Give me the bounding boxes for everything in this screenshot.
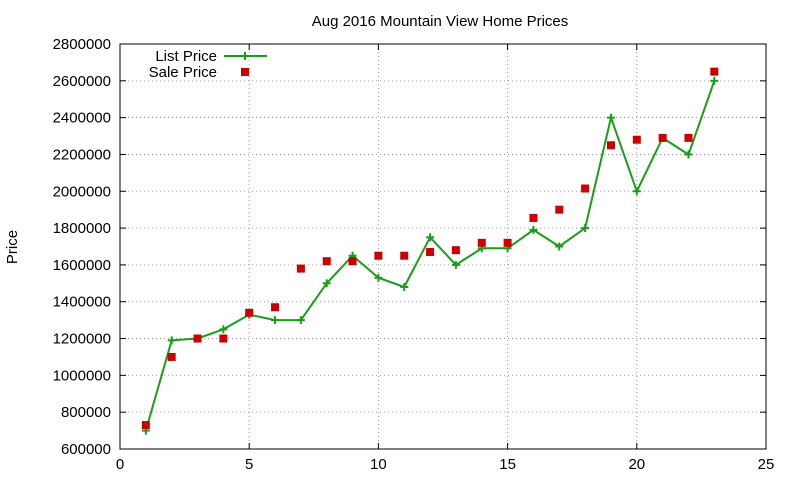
sale-price-point [684, 133, 693, 142]
sale-price-point [606, 141, 615, 150]
y-axis-label: Price [4, 230, 21, 264]
sale-price-point [426, 248, 435, 257]
data-series [141, 67, 719, 435]
list-price-point [451, 260, 460, 269]
legend-label-list-price: List Price [155, 48, 217, 65]
list-price-point [322, 279, 331, 288]
sale-price-point [555, 205, 564, 214]
y-tick-label: 600000 [61, 441, 111, 458]
sale-price-point [348, 257, 357, 266]
y-tick-label: 2600000 [53, 73, 111, 90]
y-tick-label: 1200000 [53, 331, 111, 348]
y-tick-label: 2800000 [53, 36, 111, 53]
legend-marker-list-price [241, 52, 249, 60]
list-price-point [684, 150, 693, 159]
y-tick-label: 2000000 [53, 183, 111, 200]
list-price-point [606, 113, 615, 122]
sale-price-point [581, 184, 590, 193]
list-price-point [400, 283, 409, 291]
list-price-point [710, 76, 719, 85]
sale-price-point [374, 251, 383, 260]
sale-price-point [400, 251, 409, 260]
sale-price-point [245, 308, 254, 317]
x-tick-label: 15 [499, 456, 516, 473]
list-price-point [167, 336, 176, 345]
y-tick-label: 1600000 [53, 257, 111, 274]
sale-price-point [193, 334, 202, 343]
sale-price-point [451, 246, 460, 255]
x-tick-label: 5 [245, 456, 253, 473]
plot-border [119, 43, 767, 450]
x-tick-label: 0 [116, 456, 124, 473]
sale-price-point [141, 421, 150, 430]
y-tick-label: 2400000 [53, 110, 111, 127]
list-price-point [374, 273, 383, 282]
y-tick-label: 1000000 [53, 367, 111, 384]
y-tick-label: 800000 [61, 404, 111, 421]
legend-label-sale-price: Sale Price [149, 64, 217, 81]
list-price-point [271, 316, 280, 325]
x-tick-label: 25 [758, 456, 775, 473]
sale-price-point [529, 213, 538, 222]
y-tick-label: 1800000 [53, 220, 111, 237]
list-price-point [219, 325, 228, 334]
y-tick-label: 2200000 [53, 146, 111, 163]
sale-price-point [296, 264, 305, 273]
sale-price-point [271, 303, 280, 312]
sale-price-point [503, 238, 512, 247]
x-tick-label: 10 [370, 456, 387, 473]
sale-price-point [219, 334, 228, 343]
list-price-point [296, 316, 305, 325]
sale-price-point [632, 135, 641, 144]
list-price-point [555, 242, 564, 251]
sale-price-point [658, 133, 667, 142]
legend-marker-sale-price [241, 68, 249, 76]
y-tick-label: 1400000 [53, 294, 111, 311]
list-price-point [529, 225, 538, 234]
chart-title: Aug 2016 Mountain View Home Prices [312, 13, 569, 30]
grid-lines [120, 44, 766, 449]
sale-price-point [710, 67, 719, 76]
list-price-point [632, 187, 641, 196]
sale-price-point [322, 257, 331, 266]
sale-price-point [167, 352, 176, 361]
axes: 0 5 10 15 20 25 600000 800000 1000000 1200000 1400… [53, 36, 775, 473]
list-price-point [426, 233, 435, 242]
list-price-point [581, 224, 590, 233]
sale-price-point [477, 238, 486, 247]
x-tick-label: 20 [628, 456, 645, 473]
